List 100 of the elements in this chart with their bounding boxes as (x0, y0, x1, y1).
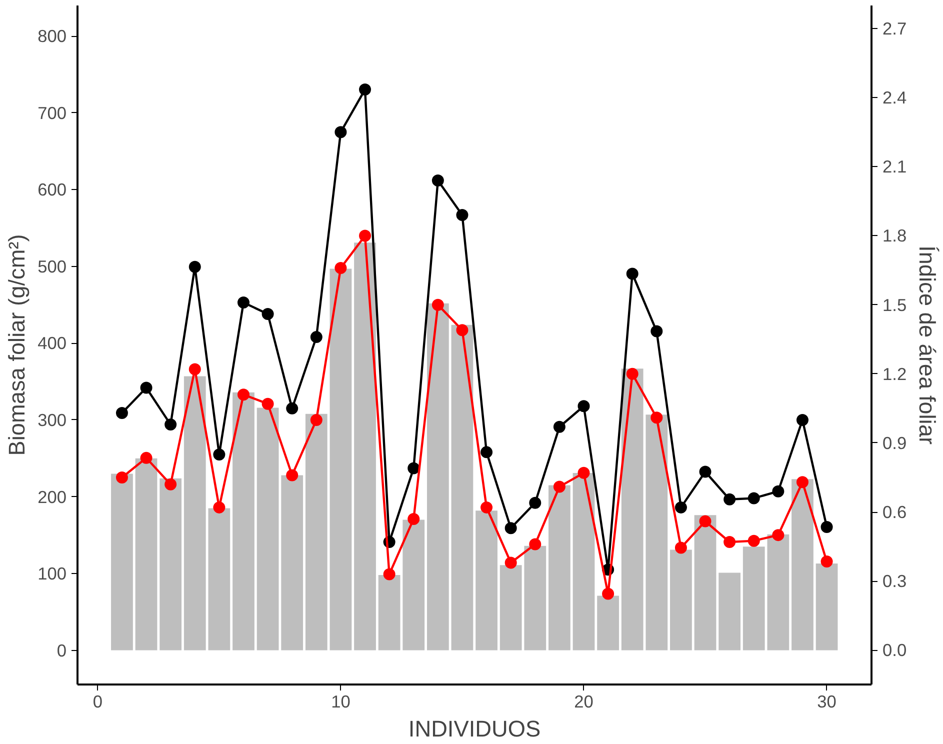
y2-tick-label: 2.7 (882, 18, 907, 39)
bar (281, 475, 304, 650)
y2-tick-label: 1.8 (882, 226, 907, 246)
bar (646, 414, 668, 650)
bar (330, 268, 352, 650)
y2-axis-title: Índice de área foliar (914, 246, 941, 445)
bar (184, 376, 206, 650)
point (456, 209, 468, 222)
y2-tick-label: 2.1 (882, 156, 907, 177)
point (188, 260, 201, 273)
point (164, 478, 177, 490)
bar (621, 368, 644, 650)
point (310, 331, 322, 344)
point (116, 407, 128, 420)
point (383, 568, 396, 580)
point (286, 402, 298, 414)
point (432, 174, 444, 186)
point (748, 492, 760, 504)
x-tick-label: 20 (574, 692, 594, 712)
bar (208, 508, 230, 650)
y-tick-label: 0 (56, 640, 67, 660)
point (480, 501, 493, 514)
point (408, 462, 420, 474)
y2-tick-label: 1.5 (882, 294, 907, 315)
point (626, 268, 638, 280)
bar (305, 414, 328, 650)
bar (354, 242, 376, 650)
point (480, 446, 493, 458)
y-tick-label: 300 (38, 410, 67, 430)
point (213, 448, 226, 460)
y-tick-label: 700 (38, 102, 67, 123)
point (310, 414, 322, 426)
bar (232, 392, 254, 650)
point (602, 588, 614, 600)
bar (378, 575, 400, 650)
point (456, 324, 468, 336)
bar (767, 534, 790, 650)
point (772, 529, 784, 542)
point (820, 521, 833, 533)
point (140, 382, 152, 394)
point (359, 230, 372, 242)
point (796, 476, 808, 488)
y-tick-label: 600 (38, 180, 67, 200)
point (286, 469, 298, 482)
y2-tick-label: 1.2 (882, 364, 907, 384)
bar (111, 474, 133, 650)
point (359, 84, 372, 96)
y-tick-label: 100 (38, 564, 67, 584)
point (578, 466, 590, 479)
y-tick-label: 400 (38, 333, 67, 354)
point (724, 493, 736, 506)
point (188, 363, 201, 376)
y-tick-label: 200 (38, 486, 67, 507)
point (699, 466, 712, 478)
point (674, 542, 687, 554)
y-tick-label: 800 (38, 26, 67, 46)
point (553, 480, 566, 493)
y-tick-label: 500 (38, 256, 67, 276)
point (334, 262, 347, 274)
point (164, 418, 177, 431)
point (650, 325, 663, 338)
bar (500, 565, 522, 650)
bar (792, 479, 814, 650)
point (334, 126, 347, 138)
bar (426, 303, 449, 650)
point (504, 556, 517, 569)
point (408, 512, 420, 525)
point (820, 556, 833, 568)
x-tick-label: 10 (331, 692, 350, 712)
point (674, 501, 687, 514)
bar (256, 408, 279, 650)
x-tick-label: 30 (817, 692, 836, 712)
y-axis-title: Biomasa foliar (g/cm²) (4, 234, 30, 456)
bar (816, 564, 838, 650)
bar (160, 478, 182, 650)
bar (597, 596, 619, 650)
point (237, 388, 250, 401)
bar (524, 546, 546, 650)
point (529, 538, 542, 550)
y2-tick-label: 0.6 (882, 502, 907, 522)
point (237, 296, 250, 309)
bar (135, 458, 158, 650)
point (262, 308, 274, 320)
point (578, 400, 590, 412)
point (699, 515, 712, 528)
bar (572, 472, 595, 650)
point (772, 485, 784, 498)
point (504, 522, 517, 534)
x-axis-title: INDIVIDUOS (408, 716, 541, 742)
y2-tick-label: 0.9 (882, 432, 907, 453)
point (116, 472, 128, 484)
y2-tick-label: 0.3 (882, 571, 907, 592)
point (796, 414, 808, 426)
bar (670, 550, 692, 650)
bar (694, 515, 716, 650)
point (262, 398, 274, 410)
point (650, 412, 663, 424)
point (724, 536, 736, 548)
y2-tick-label: 0.0 (882, 640, 907, 660)
point (553, 420, 566, 433)
